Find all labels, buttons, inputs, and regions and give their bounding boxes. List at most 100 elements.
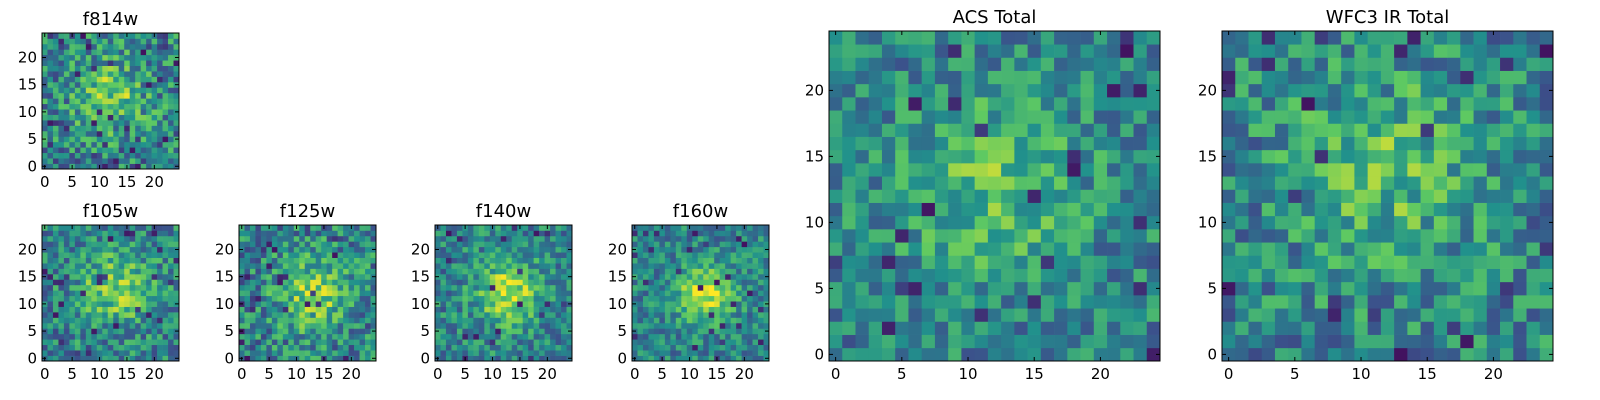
heatmap-cell [58,43,65,50]
heatmap-cell [1407,268,1421,283]
heatmap-cell [506,279,513,286]
x-tick-label: 20 [145,365,164,383]
heatmap-cell [1354,334,1368,349]
heatmap-cell [288,322,295,329]
heatmap-cell [1301,295,1316,309]
heatmap-cell [686,290,693,297]
heatmap-cell [561,344,567,351]
heatmap-cell [69,257,76,264]
heatmap-cell [1248,44,1263,58]
heatmap-cell [304,235,311,242]
heatmap-cell [74,60,81,66]
heatmap-cell [462,263,469,269]
heatmap-cell [1107,97,1121,111]
heatmap-cell [91,43,98,50]
heatmap-cell [337,268,344,275]
heatmap-cell [435,284,441,291]
heatmap-cell [440,225,447,231]
heatmap-cell [550,284,556,291]
heatmap-cell [157,230,163,237]
heatmap-cell [124,136,131,143]
heatmap-cell [1054,136,1068,151]
heatmap-cell [664,241,671,248]
heatmap-cell [736,344,742,351]
heatmap-cell [129,114,136,121]
heatmap-cell [1447,31,1461,45]
heatmap-cell [244,295,251,302]
heatmap-cell [140,344,147,351]
heatmap-cell [1473,189,1488,203]
heatmap-cell [157,125,163,132]
heatmap-cell [974,189,989,203]
heatmap-cell [855,321,870,335]
heatmap-cell [58,241,65,248]
heatmap-cell [725,230,731,237]
heatmap-cell [528,295,534,302]
heatmap-cell [484,317,491,324]
heatmap-cell [315,350,322,356]
heatmap-cell [1486,321,1501,335]
heatmap-cell [511,235,518,242]
heatmap-cell [151,312,158,318]
heatmap-cell [747,355,753,362]
heatmap-cell [517,350,524,356]
heatmap-cell [752,284,759,291]
y-tick-label: 15 [1198,147,1217,165]
heatmap-cell [642,230,649,237]
heatmap-cell [1367,321,1382,335]
heatmap-cell [326,290,333,297]
heatmap-cell [129,109,136,115]
heatmap-cell [80,125,87,132]
heatmap-cell [1288,44,1302,58]
heatmap-cell [58,306,65,313]
heatmap-cell [1261,215,1276,230]
heatmap-cell [987,215,1002,230]
heatmap-cell [921,97,936,111]
heatmap-cell [719,355,726,362]
heatmap-cell [500,284,507,291]
x-tick-label: 10 [483,365,502,383]
heatmap-cell [304,306,311,313]
heatmap-cell [842,281,856,296]
heatmap-cell [52,33,59,39]
heatmap-cell [74,49,81,56]
heatmap-cell [675,235,682,242]
heatmap-cell [714,322,721,329]
heatmap-cell [244,344,251,351]
heatmap-cell [96,317,103,324]
heatmap-cell [921,57,936,71]
heatmap-cell [107,114,114,121]
heatmap-cell [517,241,524,248]
heatmap-cell [85,273,92,280]
heatmap-cell [326,333,333,340]
heatmap-cell [522,339,529,346]
heatmap-cell [566,257,573,264]
heatmap-cell [337,273,344,280]
heatmap-cell [1407,149,1421,164]
heatmap-cell [725,339,731,346]
heatmap-cell [714,241,721,248]
heatmap-cell [52,301,59,307]
heatmap-cell [288,246,295,253]
heatmap-cell [102,317,109,324]
heatmap-cell [74,301,81,307]
heatmap-cell [544,312,551,318]
heatmap-cell [288,279,295,286]
heatmap-cell [1040,149,1055,164]
heatmap-cell [987,110,1002,124]
heatmap-cell [124,290,131,297]
heatmap-cell [255,312,262,318]
heatmap-cell [961,149,975,164]
heatmap-cell [96,339,103,346]
heatmap-cell [271,235,278,242]
heatmap-cell [162,136,169,143]
heatmap-cell [659,246,666,253]
heatmap-cell [58,130,65,137]
heatmap-cell [337,284,344,291]
heatmap-cell [1288,334,1302,349]
heatmap-cell [1473,136,1488,151]
heatmap-cell [102,158,109,164]
heatmap-cell [124,120,131,126]
heatmap-cell [1301,255,1316,269]
heatmap-cell [736,350,742,356]
